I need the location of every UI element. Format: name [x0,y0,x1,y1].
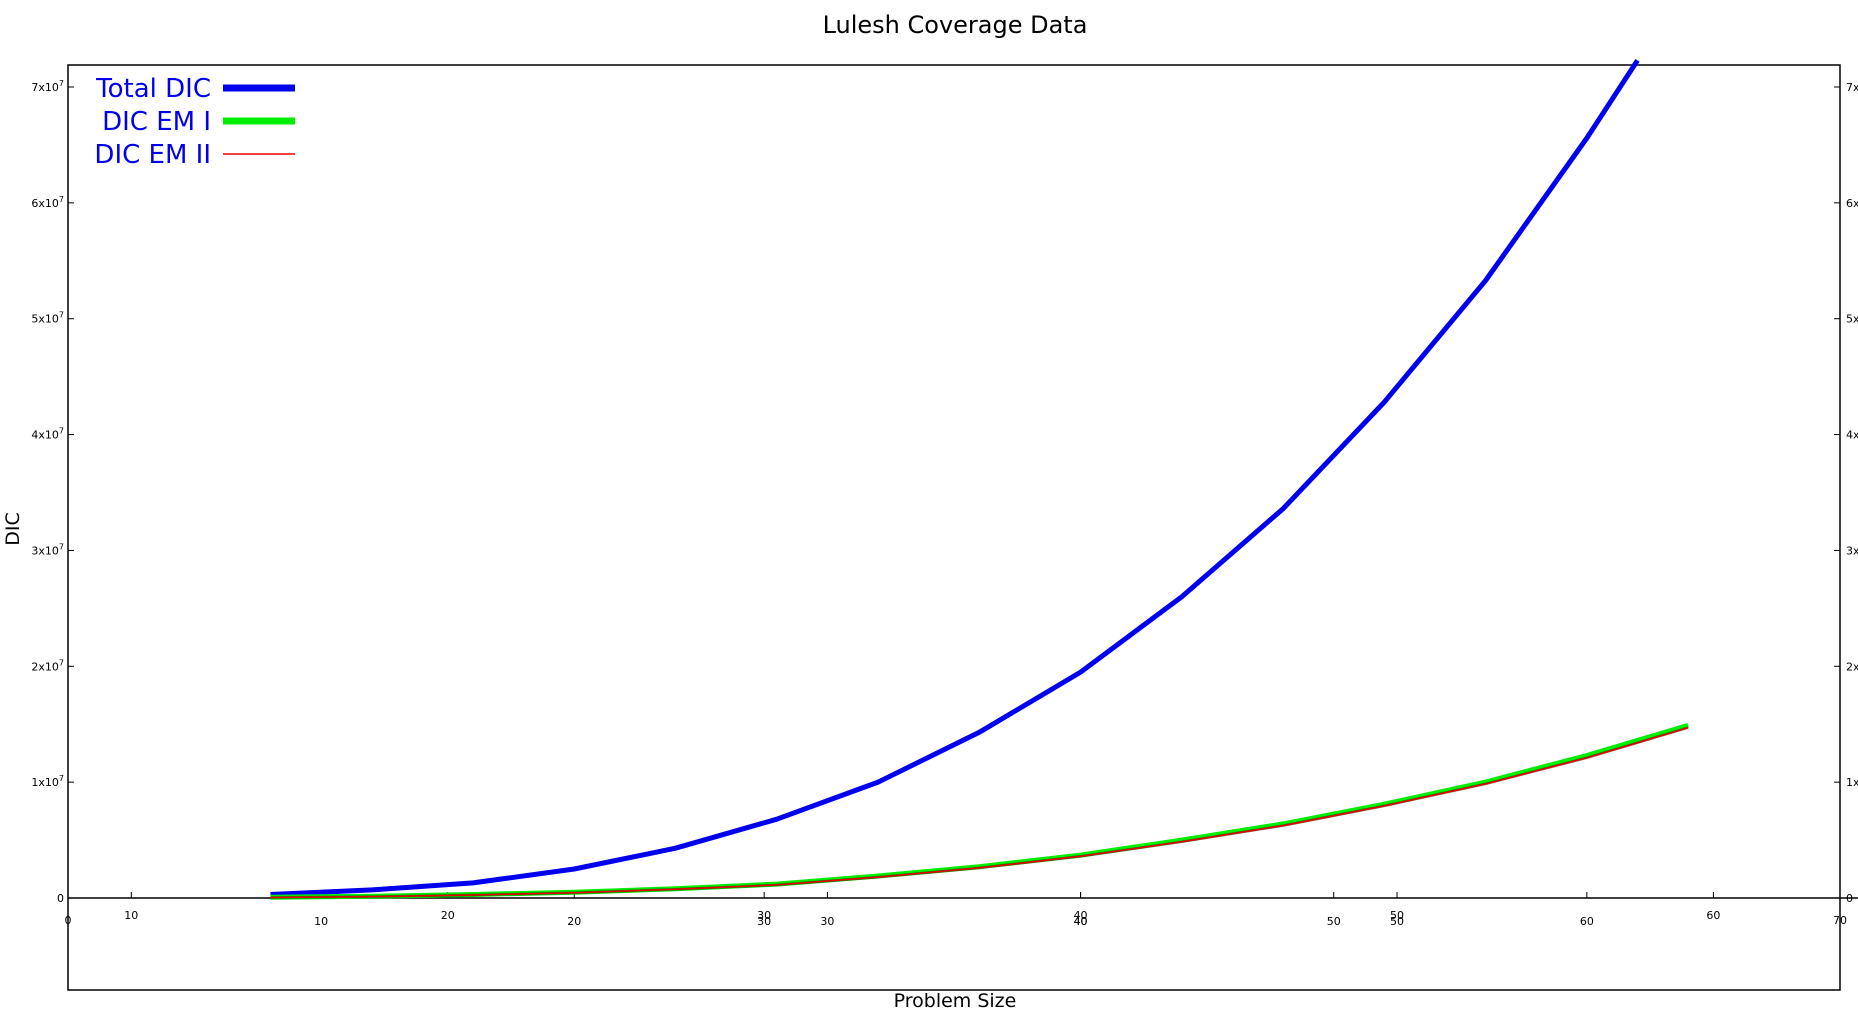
x-tick-label: 50 [1327,915,1341,928]
y-tick-label: 0 [57,892,64,905]
x-tick-label: 70 [1833,914,1847,927]
right-y-tick-label: 1x [1846,776,1858,789]
series-lines [270,59,1689,900]
y-tick-label: 2x107 [31,658,64,673]
x-tick-label: 40 [1074,915,1088,928]
y-tick-label: 7x107 [31,79,64,94]
x-tick-label: 10 [124,909,138,922]
y-tick-label: 6x107 [31,195,64,210]
right-y-tick-label: 0 [1846,892,1853,905]
y-tick-label: 4x107 [31,427,64,442]
right-y-tick-label: 2x [1846,660,1858,673]
series-line-1 [270,59,1640,897]
x-tick-label: 50 [1390,915,1404,928]
legend-label: DIC EM II [94,140,211,170]
x-tick-label: 20 [567,915,581,928]
plot-frame [67,64,1841,991]
x-tick-label: 30 [757,909,771,922]
y-tick-label: 1x107 [31,774,64,789]
y-tick-label: 3x107 [31,542,64,557]
right-y-tick-label: 5x [1846,313,1858,326]
x-tick-label: 10 [314,915,328,928]
series-line-3 [270,726,1689,899]
x-tick-label: 0 [65,914,72,927]
x-tick-label: 20 [441,909,455,922]
x-tick-label: 60 [1706,909,1720,922]
x-tick-label: 40 [1074,915,1088,928]
x-tick-label: 40 [1074,909,1088,922]
right-y-tick-label: 4x [1846,429,1858,442]
legend-label: DIC EM I [102,107,211,137]
right-y-tick-label: 7x [1846,81,1858,94]
ticks: 01x1072x1073x1074x1075x1076x1077x10701x2… [31,79,1858,928]
x-tick-label: 30 [820,915,834,928]
y-axis-label: DIC [2,512,24,546]
series-line-2 [270,723,1689,900]
legend-label: Total DIC [95,74,211,104]
chart-title: Lulesh Coverage Data [823,11,1088,39]
series-line-shadow [270,726,1689,899]
x-axis-label: Problem Size [894,990,1017,1009]
x-tick-label: 60 [1580,915,1594,928]
right-y-tick-label: 6x [1846,197,1858,210]
right-y-tick-label: 3x [1846,544,1858,557]
y-tick-label: 5x107 [31,311,64,326]
x-tick-label: 50 [1390,909,1404,922]
x-tick-label: 30 [757,915,771,928]
